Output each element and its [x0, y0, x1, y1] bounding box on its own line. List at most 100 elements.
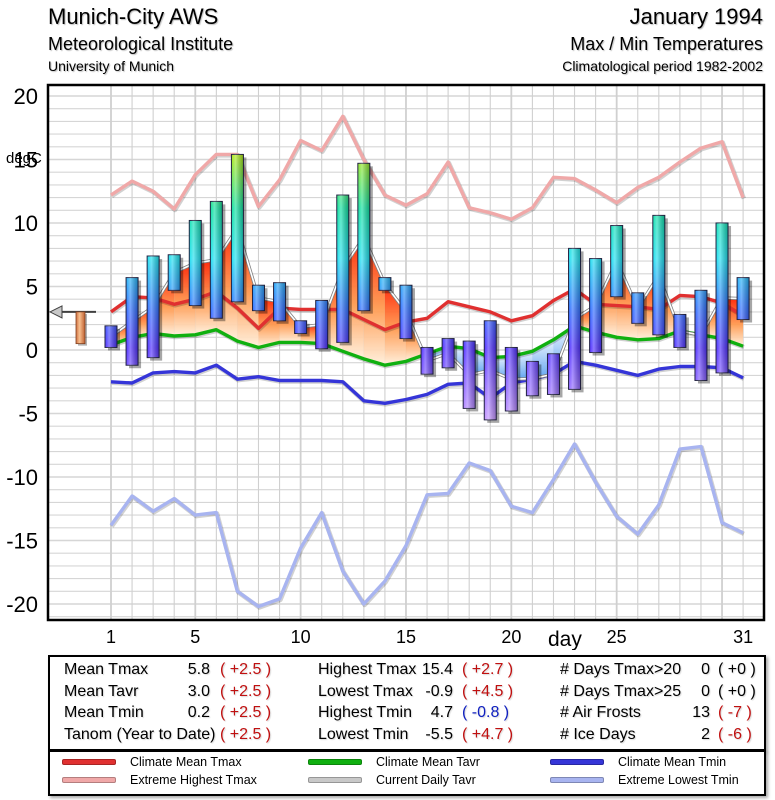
y-tick-label: 0 [26, 338, 38, 363]
bar-highlight [315, 300, 328, 349]
stat-anomaly: ( +0 ) [718, 661, 756, 678]
bar-highlight [463, 341, 476, 409]
stat-value: 15.4 [421, 661, 453, 678]
stat-label: Tanom (Year to Date) [64, 725, 216, 743]
stat-value: -5.5 [425, 725, 453, 743]
legend-label: Extreme Lowest Tmin [618, 773, 739, 787]
legend-swatch-icon [62, 777, 116, 783]
extreme-highest-tmax-line-shadow [110, 115, 747, 223]
stat-label: # Days Tmax>20 [560, 661, 682, 678]
legend-label: Climate Mean Tmax [130, 755, 242, 769]
y-tick-label: 10 [14, 211, 38, 236]
legend-label: Extreme Highest Tmax [130, 773, 257, 787]
legend-item: Extreme Lowest Tmin [550, 773, 739, 787]
reference-marker [48, 305, 96, 346]
bar-highlight [147, 256, 160, 358]
y-tick-label: -5 [18, 402, 38, 427]
stat-anomaly: ( +4.7 ) [462, 725, 514, 743]
climatological-period: Climatological period 1982-2002 [562, 58, 763, 74]
bar-highlight [610, 225, 623, 297]
stat-value: 5.8 [187, 661, 210, 678]
stat-value: 4.7 [430, 704, 453, 721]
stat-anomaly: ( +2.5 ) [220, 704, 272, 721]
stat-anomaly: ( +2.5 ) [220, 682, 272, 700]
stat-anomaly: ( +2.5 ) [220, 725, 272, 743]
bar-highlight [442, 338, 455, 368]
bar-highlight [399, 285, 412, 339]
climate-mean-tmin-line [110, 359, 744, 405]
stat-value: 3.0 [187, 682, 210, 700]
stat-anomaly: ( +0 ) [718, 682, 756, 700]
bar-highlight [231, 154, 244, 302]
bar-highlight [673, 314, 686, 348]
bar-highlight [547, 353, 560, 395]
bar-highlight [526, 361, 539, 396]
institute-title: Meteorological Institute [48, 34, 234, 54]
reference-arrow-icon [48, 305, 63, 319]
x-tick-label: 15 [396, 627, 416, 647]
y-axis-ticks: 20 15 10 5 0 -5 -10 -15 -20 [6, 84, 38, 617]
stat-label: Mean Tmin [64, 704, 144, 721]
stat-label: Lowest Tmax [318, 682, 413, 700]
plot-frame [46, 83, 766, 622]
legend-item: Current Daily Tavr [308, 773, 476, 787]
bar-highlight [737, 277, 750, 320]
legend-item: Climate Mean Tmin [550, 755, 726, 769]
x-tick-label: 25 [607, 627, 627, 647]
y-tick-label: 15 [14, 148, 38, 173]
x-tick-label: 1 [106, 627, 116, 647]
bar-highlight [357, 163, 370, 311]
stat-anomaly: ( -7 ) [718, 704, 752, 721]
extreme-lowest-tmin-line [109, 442, 744, 609]
bar-highlight [252, 285, 265, 311]
stat-label: Highest Tmax [318, 661, 417, 678]
legend-swatch-icon [308, 777, 362, 783]
legend-label: Climate Mean Tavr [376, 755, 480, 769]
bar-highlight [484, 320, 497, 420]
stat-anomaly: ( -6 ) [718, 725, 752, 743]
x-axis-ticks: 1 5 10 15 20 25 31 [106, 627, 753, 647]
bar-highlight [378, 277, 391, 291]
stat-value: 0 [701, 682, 710, 700]
station-title: Munich-City AWS [48, 4, 219, 29]
legend-swatch-icon [308, 759, 362, 765]
bar-highlight [652, 215, 665, 335]
bar-highlight [210, 201, 223, 319]
stat-label: Mean Tavr [64, 682, 139, 700]
bar-highlight [294, 320, 307, 334]
x-tick-label: 10 [291, 627, 311, 647]
stat-label: # Days Tmax>25 [560, 682, 682, 700]
stat-value: 0.2 [187, 704, 210, 721]
bar-highlight [273, 282, 286, 321]
bar-highlight [105, 325, 117, 348]
bar-highlight [631, 292, 644, 324]
y-axis-label: degC [6, 150, 42, 167]
y-tick-label: 5 [26, 275, 38, 300]
university-title: University of Munich [48, 58, 175, 74]
legend-item: Climate Mean Tmax [62, 755, 242, 769]
stat-label: Lowest Tmin [318, 725, 409, 743]
bar-highlight [694, 290, 707, 381]
y-tick-label: -20 [6, 592, 38, 617]
legend-label: Current Daily Tavr [376, 773, 476, 787]
legend-item: Extreme Highest Tmax [62, 773, 257, 787]
stat-value: 0 [701, 661, 710, 678]
extreme-highest-tmax-line [110, 114, 745, 221]
bar-highlight [505, 347, 518, 411]
stat-value: 2 [701, 725, 710, 743]
stat-label: # Ice Days [560, 725, 636, 743]
legend-swatch-icon [550, 759, 604, 765]
month-title: January 1994 [629, 4, 763, 29]
chart-legend: Climate Mean Tmax Extreme Highest Tmax Cli… [48, 750, 766, 796]
stat-anomaly: ( +2.5 ) [220, 661, 272, 678]
stat-value: -0.9 [425, 682, 453, 700]
bar-highlight [716, 223, 729, 373]
x-tick-label: 20 [501, 627, 521, 647]
legend-label: Climate Mean Tmin [618, 755, 727, 769]
stat-value: 13 [692, 704, 710, 721]
bar-highlight [126, 277, 139, 366]
reference-bar [75, 311, 86, 345]
stat-anomaly: ( +4.5 ) [462, 682, 514, 700]
statistics-table: Mean Tmax 5.8 ( +2.5 ) Highest Tmax 15.4 ( +2… [48, 655, 766, 751]
